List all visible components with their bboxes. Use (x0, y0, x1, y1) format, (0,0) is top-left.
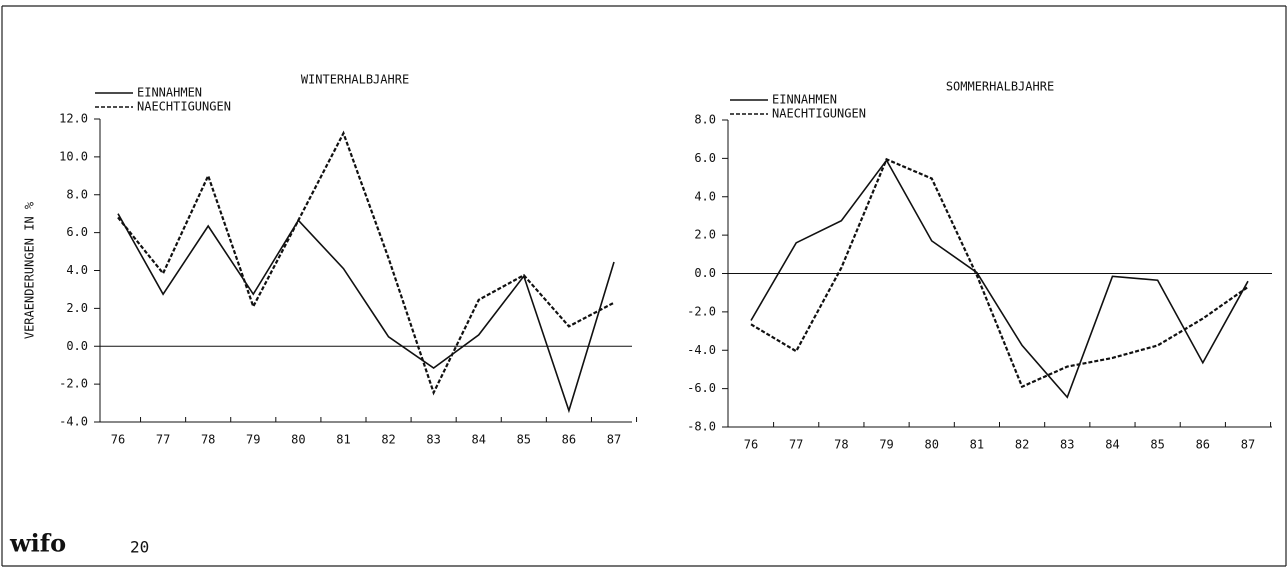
y-tick-label: 12.0 (59, 112, 88, 126)
y-tick-label: -8.0 (687, 420, 716, 434)
x-tick-label: 76 (744, 438, 758, 452)
series-line (117, 130, 615, 396)
series-line (750, 158, 1249, 399)
y-tick-label: 8.0 (66, 187, 88, 201)
y-tick-label: -4.0 (687, 343, 716, 357)
x-tick-label: 83 (426, 433, 440, 447)
series-line (750, 157, 1249, 389)
x-tick-label: 82 (1015, 438, 1029, 452)
page-number: 20 (130, 538, 149, 557)
legend-label: EINNAHMEN (772, 93, 837, 107)
legend-label: EINNAHMEN (137, 86, 202, 100)
x-tick-label: 80 (291, 433, 305, 447)
x-tick-label: 80 (925, 438, 939, 452)
x-tick-label: 77 (156, 433, 170, 447)
y-tick-label: -2.0 (687, 304, 716, 318)
x-tick-label: 85 (517, 433, 531, 447)
y-tick-label: -6.0 (687, 381, 716, 395)
x-tick-label: 87 (1241, 438, 1255, 452)
y-tick-label: 2.0 (694, 228, 716, 242)
legend-label: NAECHTIGUNGEN (137, 100, 231, 114)
y-tick-label: -2.0 (59, 377, 88, 391)
logo: wifo (9, 529, 66, 558)
chart-title: WINTERHALBJAHRE (301, 73, 409, 87)
x-tick-label: 81 (970, 438, 984, 452)
y-tick-label: 2.0 (66, 301, 88, 315)
y-tick-label: 8.0 (694, 113, 716, 127)
x-tick-label: 78 (201, 433, 215, 447)
x-tick-label: 85 (1150, 438, 1164, 452)
x-tick-label: 84 (472, 433, 486, 447)
x-tick-label: 77 (789, 438, 803, 452)
x-tick-label: 76 (111, 433, 125, 447)
x-tick-label: 79 (879, 438, 893, 452)
y-axis-label: VERAENDERUNGEN IN % (23, 201, 37, 339)
x-tick-label: 82 (381, 433, 395, 447)
x-tick-label: 87 (607, 433, 621, 447)
x-tick-label: 86 (562, 433, 576, 447)
y-tick-label: -4.0 (59, 415, 88, 429)
y-tick-label: 0.0 (694, 266, 716, 280)
x-tick-label: 81 (336, 433, 350, 447)
series-line (117, 213, 615, 414)
chart-title: SOMMERHALBJAHRE (946, 80, 1054, 94)
x-tick-label: 84 (1105, 438, 1119, 452)
y-tick-label: 4.0 (66, 263, 88, 277)
x-tick-label: 86 (1196, 438, 1210, 452)
y-tick-label: 4.0 (694, 189, 716, 203)
y-tick-label: 6.0 (694, 151, 716, 165)
y-tick-label: 6.0 (66, 225, 88, 239)
y-tick-label: 10.0 (59, 149, 88, 163)
x-tick-label: 78 (834, 438, 848, 452)
x-tick-label: 83 (1060, 438, 1074, 452)
legend-label: NAECHTIGUNGEN (772, 107, 866, 121)
x-tick-label: 79 (246, 433, 260, 447)
y-tick-label: 0.0 (66, 339, 88, 353)
